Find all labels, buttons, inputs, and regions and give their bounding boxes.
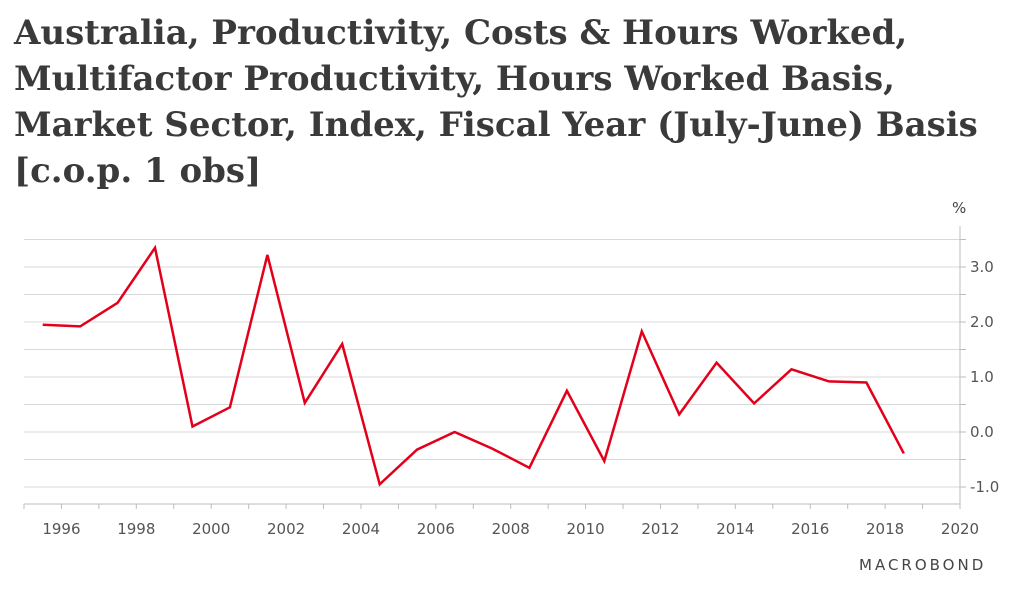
y-tick-label: 1.0: [970, 368, 994, 386]
series-line: [42, 244, 905, 487]
x-tick-label: 1996: [42, 520, 80, 538]
x-tick-label: 2012: [641, 520, 679, 538]
x-tick-label: 2018: [866, 520, 904, 538]
chart-title: Australia, Productivity, Costs & Hours W…: [14, 13, 978, 191]
y-tick-label: 2.0: [970, 313, 994, 331]
y-tick-label: 3.0: [970, 258, 994, 276]
x-tick-label: 2002: [267, 520, 305, 538]
gridlines: [24, 239, 960, 488]
tick-labels: 1996 1998 2000 2002 2004 2006 2008 2010 2012 2014…: [42, 258, 999, 538]
x-tick-label: 2014: [716, 520, 754, 538]
x-tick-label: 2000: [192, 520, 230, 538]
x-tick-label: 1998: [117, 520, 155, 538]
y-tick-label: 0.0: [970, 423, 994, 441]
x-tick-label: 2006: [417, 520, 455, 538]
x-tick-label: 2016: [791, 520, 829, 538]
x-tick-label: 2008: [492, 520, 530, 538]
x-tick-label: 2004: [342, 520, 380, 538]
y-axis-unit: %: [952, 199, 967, 217]
x-tick-label: 2020: [941, 520, 979, 538]
x-tick-label: 2010: [567, 520, 605, 538]
series-lines: [42, 244, 905, 487]
macrobond-logo: MACROBOND: [859, 556, 987, 574]
axes: [23, 226, 966, 509]
y-tick-label: -1.0: [970, 478, 999, 496]
